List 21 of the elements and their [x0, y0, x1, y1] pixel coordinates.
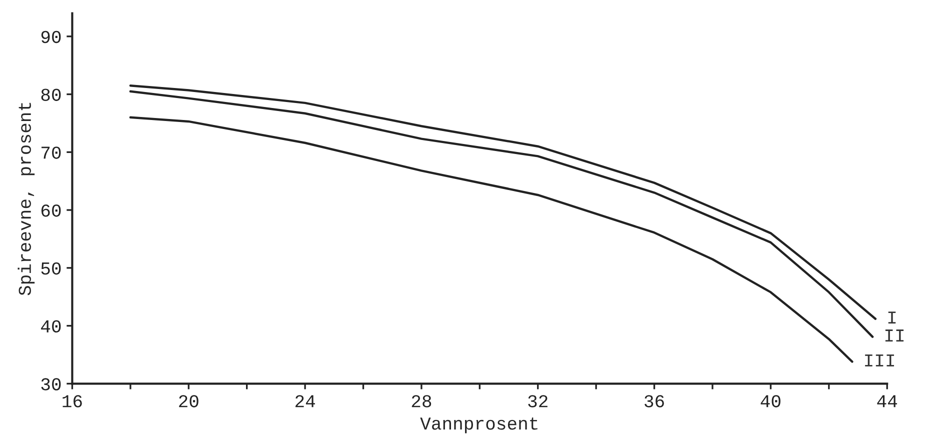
- x-tick-label: 20: [179, 395, 198, 408]
- x-tick-label: 28: [412, 395, 432, 408]
- x-axis-title: Vannprosent: [420, 418, 538, 434]
- series-label: I: [888, 312, 896, 324]
- y-axis-title: Spireevne, prosent: [18, 102, 35, 296]
- line-series: [129, 116, 854, 363]
- series-label: III: [865, 354, 894, 366]
- y-tick-label: 40: [41, 320, 61, 333]
- y-tick-label: 60: [41, 204, 61, 217]
- y-tick-label: 30: [41, 378, 61, 390]
- x-tick-label: 24: [295, 395, 315, 408]
- y-tick-label: 90: [41, 30, 61, 44]
- y-tick-label: 70: [42, 146, 61, 159]
- x-tick-label: 44: [877, 395, 898, 408]
- x-tick-label: 40: [760, 395, 780, 408]
- x-tick-label: 16: [62, 395, 82, 408]
- x-tick-label: 36: [644, 395, 664, 408]
- series-label: II: [885, 330, 904, 342]
- y-tick-label: 80: [41, 88, 61, 101]
- y-tick-label: 50: [41, 262, 61, 275]
- x-tick-label: 32: [528, 395, 548, 408]
